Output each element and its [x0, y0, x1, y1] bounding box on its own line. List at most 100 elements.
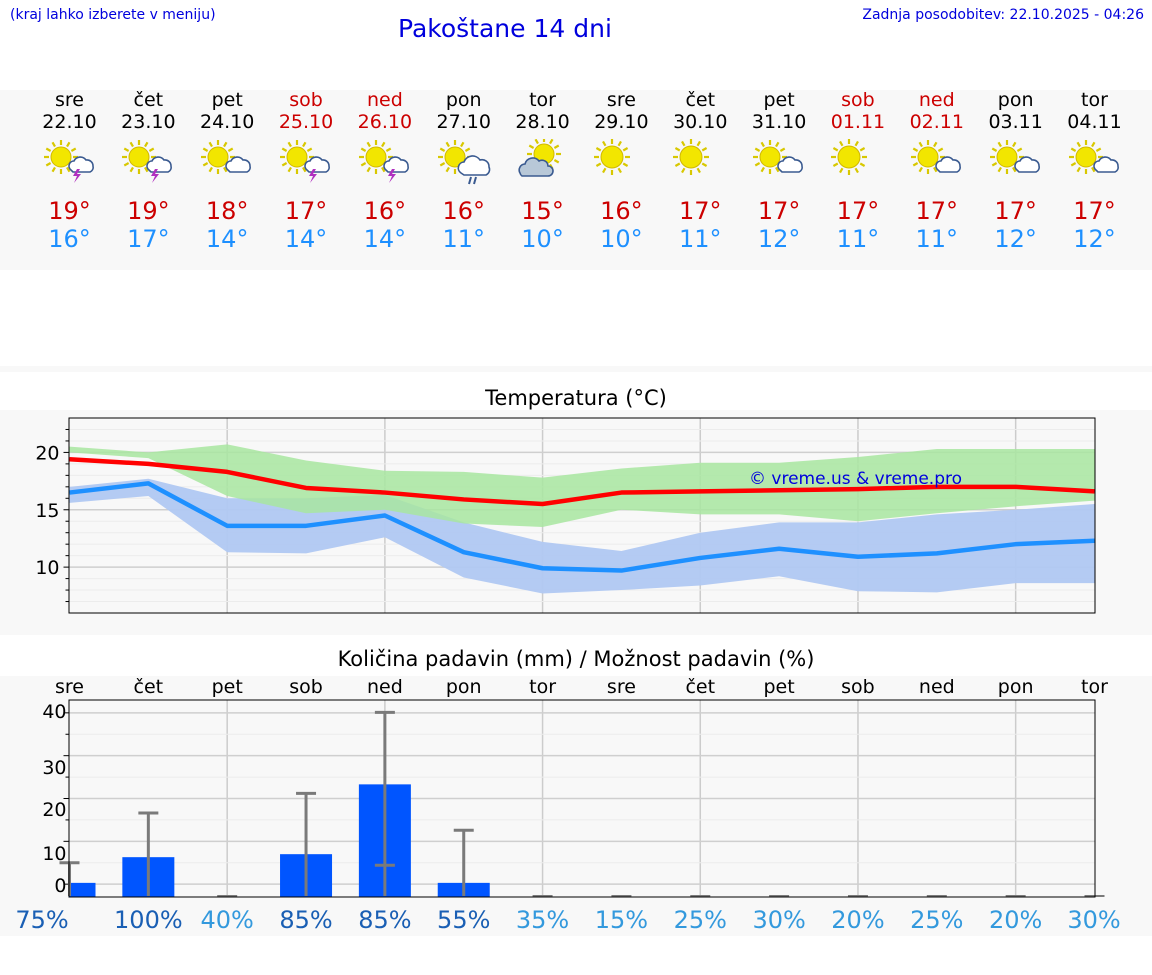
- day-name: pet: [211, 89, 243, 111]
- precipitation-chance-label: 30%: [1067, 906, 1120, 934]
- day-date: 27.10: [436, 111, 491, 133]
- min-temperature: 14°: [205, 225, 249, 253]
- sun-icon: [673, 139, 710, 175]
- day-name: čet: [685, 89, 716, 111]
- day-date: 03.11: [988, 111, 1043, 133]
- precipitation-chance-label: 25%: [674, 906, 727, 934]
- chart-watermark: © vreme.us & vreme.pro: [749, 469, 962, 489]
- max-temperature: 16°: [600, 197, 643, 225]
- plot-frame: [68, 417, 1096, 614]
- precipitation-chance-label: 100%: [114, 906, 183, 934]
- max-temperature-line: [69, 457, 1095, 507]
- day-date: 25.10: [278, 111, 334, 133]
- sun-cloud-icon: [753, 140, 804, 174]
- day-date: 24.10: [199, 111, 255, 133]
- max-temperature: 16°: [442, 197, 485, 225]
- precipitation-chance-label: 15%: [595, 906, 648, 934]
- min-temperature: 11°: [678, 225, 722, 253]
- day-date: 22.10: [42, 111, 97, 133]
- precipitation-chance-label: 75%: [15, 906, 68, 934]
- max-temperature: 18°: [205, 197, 249, 225]
- y-tick-label: 0: [54, 875, 66, 897]
- day-column: tor 28.10 15° 10°: [503, 89, 582, 253]
- y-tick-label: 20: [35, 442, 59, 464]
- x-tick-label: čet: [685, 676, 715, 698]
- day-name: pon: [445, 89, 482, 111]
- day-column: čet 23.10 19° 17°: [109, 89, 188, 253]
- x-tick-label: pet: [212, 676, 243, 698]
- precipitation-chance-label: 85%: [279, 906, 332, 934]
- day-column: pet 31.10 17° 12°: [740, 89, 819, 253]
- max-temperature: 19°: [127, 197, 170, 225]
- min-temperature: 14°: [284, 225, 328, 253]
- y-tick-label: 40: [42, 701, 66, 723]
- sun-icon: [830, 139, 867, 175]
- day-column: pon 27.10 16° 11°: [424, 89, 503, 253]
- sun-cloud-icon: [989, 140, 1040, 174]
- min-temperature: 14°: [363, 225, 407, 253]
- x-tick-label: sob: [841, 676, 875, 698]
- min-temperature: 11°: [915, 225, 959, 253]
- min-temperature: 12°: [757, 225, 801, 253]
- y-tick-label: 15: [35, 500, 59, 522]
- max-temperature: 17°: [678, 197, 722, 225]
- x-tick-label: sre: [55, 676, 84, 698]
- sun-cloud-storm-icon: [43, 140, 94, 183]
- day-column: tor 04.11 17° 12°: [1055, 89, 1134, 253]
- max-temperature: 17°: [1073, 197, 1116, 225]
- precipitation-chance-label: 30%: [752, 906, 805, 934]
- day-date: 28.10: [515, 111, 570, 133]
- max-temperature-range-band: [69, 444, 1095, 527]
- temperature-chart: 10 15 20 © vreme.us & vreme.pro: [35, 417, 1096, 614]
- x-tick-label: sob: [289, 676, 323, 698]
- day-column: pet 24.10 18° 14°: [188, 89, 267, 253]
- day-date: 30.10: [673, 111, 728, 133]
- day-name: pet: [763, 89, 795, 111]
- sun-cloud-storm-icon: [122, 140, 173, 183]
- y-tick-label: 10: [42, 843, 66, 865]
- temperature-chart-title: Temperatura (°C): [485, 386, 667, 410]
- day-date: 04.11: [1067, 111, 1122, 133]
- max-temperature: 17°: [994, 197, 1037, 225]
- max-temperature: 19°: [48, 197, 91, 225]
- section-divider: [0, 366, 1152, 372]
- day-date: 02.11: [909, 111, 964, 133]
- day-name: pon: [997, 89, 1034, 111]
- precipitation-chance-label: 20%: [831, 906, 884, 934]
- min-temperature: 10°: [521, 225, 564, 253]
- day-name: sob: [841, 89, 875, 111]
- precipitation-chance-label: 85%: [358, 906, 411, 934]
- x-tick-label: tor: [529, 676, 556, 698]
- day-name: ned: [918, 89, 955, 111]
- x-tick-label: pet: [764, 676, 795, 698]
- precipitation-chance-label: 40%: [201, 906, 254, 934]
- precipitation-bar: [69, 882, 96, 897]
- precipitation-chance-label: 20%: [989, 906, 1042, 934]
- sun-cloud-icon: [201, 140, 252, 174]
- sun-icon: [594, 139, 631, 175]
- day-name: sre: [606, 89, 636, 111]
- day-column: čet 30.10 17° 11°: [661, 89, 740, 253]
- min-temperature: 17°: [127, 225, 170, 253]
- y-tick-label: 20: [42, 799, 66, 821]
- min-temperature: 11°: [836, 225, 880, 253]
- precipitation-chance-label: 25%: [910, 906, 963, 934]
- precipitation-chance-label: 55%: [437, 906, 490, 934]
- day-column: sob 01.11 17° 11°: [818, 89, 897, 253]
- x-tick-label: pon: [998, 676, 1034, 698]
- min-temperature: 11°: [442, 225, 485, 253]
- location-menu-hint: (kraj lahko izberete v meniju): [10, 7, 216, 23]
- day-date: 01.11: [830, 111, 886, 133]
- day-column: sre 29.10 16° 10°: [582, 89, 661, 253]
- day-name: tor: [529, 89, 556, 111]
- x-tick-label: čet: [134, 676, 164, 698]
- max-temperature: 17°: [757, 197, 801, 225]
- min-temperature-line: [69, 481, 1095, 573]
- day-date: 29.10: [594, 111, 649, 133]
- day-date: 31.10: [751, 111, 807, 133]
- x-tick-label: pon: [446, 676, 482, 698]
- day-column: ned 02.11 17° 11°: [897, 89, 976, 253]
- min-temperature: 10°: [600, 225, 643, 253]
- x-tick-label: ned: [367, 676, 403, 698]
- daily-forecast-strip: [0, 90, 1152, 270]
